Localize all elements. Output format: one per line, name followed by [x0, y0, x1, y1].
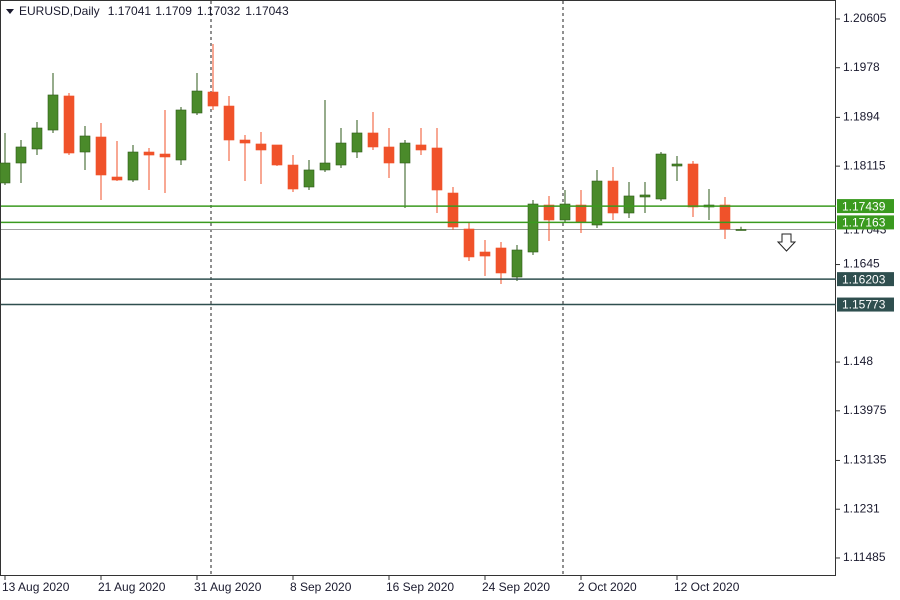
candle-body [175, 109, 187, 161]
header: EURUSD,Daily 1.17041 1.1709 1.17032 1.17043 [19, 4, 289, 18]
candle-body [111, 176, 123, 181]
level-label-box [837, 272, 894, 287]
candle-body [287, 164, 299, 190]
candle-body [495, 247, 507, 274]
candle-body [623, 195, 635, 214]
candle-body [383, 146, 395, 164]
candle-body [559, 203, 571, 221]
candle-body [607, 180, 619, 214]
candle-body [15, 146, 27, 164]
level-label: 1.15773 [842, 298, 886, 312]
sell-arrow [776, 233, 797, 252]
candle-body [319, 162, 331, 171]
header-close: 1.17043 [245, 4, 289, 18]
candle-body [447, 192, 459, 228]
candle-body [95, 136, 107, 176]
level-label: 1.17439 [842, 199, 886, 213]
y-tick-label: 1.1645 [843, 257, 880, 271]
candle-body [687, 163, 699, 208]
x-tick-label: 16 Sep 2020 [386, 580, 454, 594]
plot-frame [0, 0, 836, 576]
candle-body [31, 127, 43, 150]
candle-body [271, 144, 283, 166]
candle-body [0, 162, 11, 184]
candle-body [511, 249, 523, 278]
x-tick-label: 8 Sep 2020 [290, 580, 352, 594]
candle-body [431, 147, 443, 191]
candle-body [399, 142, 411, 164]
candle-body [655, 153, 667, 200]
candle-body [47, 94, 59, 131]
candle-body [527, 203, 539, 253]
candle-body [735, 229, 747, 231]
candle-body [639, 194, 651, 198]
candle-body [415, 144, 427, 151]
candle-body [159, 153, 171, 158]
x-tick-label: 2 Oct 2020 [578, 580, 637, 594]
y-tick-label: 1.13975 [843, 403, 887, 417]
candle-body [239, 139, 251, 144]
candle-body [671, 163, 683, 167]
candle-body [223, 105, 235, 141]
candle-body [255, 143, 267, 151]
candle-body [191, 90, 203, 114]
candle-body [591, 180, 603, 226]
symbol-menu-icon [6, 9, 14, 14]
header-open: 1.17041 [108, 4, 152, 18]
candle-body [335, 142, 347, 166]
candle-body [127, 151, 139, 181]
y-tick-label: 1.13135 [843, 453, 887, 467]
level-label: 1.17163 [842, 216, 886, 230]
candle-body [207, 91, 219, 107]
x-tick-label: 24 Sep 2020 [482, 580, 550, 594]
y-tick-label: 1.11485 [843, 550, 886, 564]
candle-body [351, 132, 363, 153]
candle-body [303, 169, 315, 188]
x-tick-label: 21 Aug 2020 [98, 580, 166, 594]
candle-body [367, 132, 379, 148]
candle-body [719, 204, 731, 230]
level-label: 1.16203 [842, 272, 886, 286]
x-tick-label: 31 Aug 2020 [194, 580, 262, 594]
candle-body [543, 204, 555, 221]
candle-body [79, 135, 91, 153]
y-tick-label: 1.1894 [843, 110, 880, 124]
header-title: EURUSD,Daily [19, 4, 100, 18]
candle-body [143, 151, 155, 156]
marks [0, 43, 836, 284]
x-tick-label: 12 Oct 2020 [674, 580, 740, 594]
level-label-box [837, 297, 894, 312]
y-tick-label: 1.18115 [843, 158, 886, 172]
candle-body [463, 228, 475, 258]
y-tick-label: 1.1978 [843, 60, 880, 74]
candle-body [575, 204, 587, 223]
header-high: 1.1709 [155, 4, 192, 18]
level-label-box [837, 215, 894, 230]
y-tick-label: 1.1231 [843, 501, 880, 515]
x-tick-label: 13 Aug 2020 [2, 580, 70, 594]
level-label-box [837, 199, 894, 214]
y-tick-label: 1.20605 [843, 11, 887, 25]
candle-body [479, 251, 491, 257]
candle-body [63, 95, 75, 154]
y-tick-label: 1.148 [843, 354, 873, 368]
header-low: 1.17032 [197, 4, 241, 18]
